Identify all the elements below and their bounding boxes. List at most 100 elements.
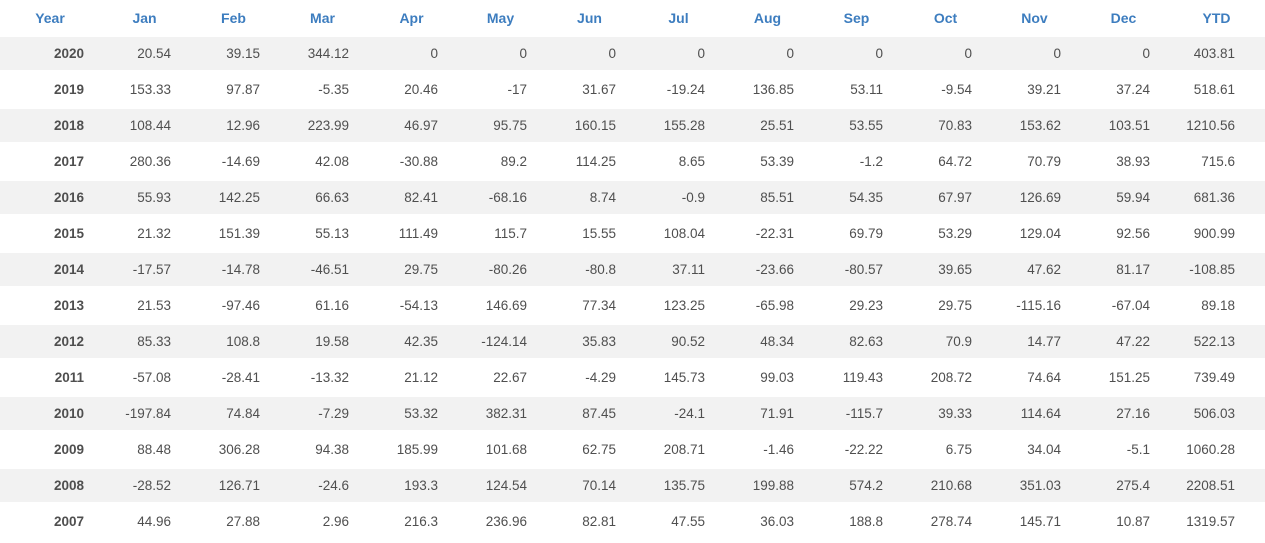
value-cell: -54.13 (367, 289, 456, 325)
table-row-2011: 2011 -57.08 -28.41 -13.32 21.12 22.67 -4.29 145… (0, 361, 1265, 397)
value-cell: 6.75 (901, 433, 990, 469)
value-cell: -28.52 (100, 469, 189, 505)
value-cell: 0 (456, 37, 545, 73)
table-row-2019: 2019 153.33 97.87 -5.35 20.46 -17 31.67 -19.24 1… (0, 73, 1265, 109)
ytd-cell: 506.03 (1168, 397, 1265, 433)
value-cell: 59.94 (1079, 181, 1168, 217)
column-header-may[interactable]: May (456, 0, 545, 37)
value-cell: -14.69 (189, 145, 278, 181)
column-header-jul[interactable]: Jul (634, 0, 723, 37)
value-cell: 111.49 (367, 217, 456, 253)
value-cell: 37.11 (634, 253, 723, 289)
value-cell: -19.24 (634, 73, 723, 109)
value-cell: 142.25 (189, 181, 278, 217)
ytd-cell: -108.85 (1168, 253, 1265, 289)
value-cell: -115.16 (990, 289, 1079, 325)
value-cell: -9.54 (901, 73, 990, 109)
column-header-year[interactable]: Year (0, 0, 100, 37)
value-cell: 89.2 (456, 145, 545, 181)
value-cell: 15.55 (545, 217, 634, 253)
value-cell: 64.72 (901, 145, 990, 181)
value-cell: 46.97 (367, 109, 456, 145)
value-cell: 210.68 (901, 469, 990, 505)
value-cell: 55.13 (278, 217, 367, 253)
value-cell: 115.7 (456, 217, 545, 253)
value-cell: 35.83 (545, 325, 634, 361)
value-cell: 39.33 (901, 397, 990, 433)
value-cell: 29.75 (367, 253, 456, 289)
value-cell: -124.14 (456, 325, 545, 361)
ytd-cell: 403.81 (1168, 37, 1265, 73)
value-cell: 145.71 (990, 505, 1079, 541)
value-cell: -14.78 (189, 253, 278, 289)
column-header-jan[interactable]: Jan (100, 0, 189, 37)
value-cell: -5.1 (1079, 433, 1168, 469)
column-header-ytd[interactable]: YTD (1168, 0, 1265, 37)
column-header-mar[interactable]: Mar (278, 0, 367, 37)
column-header-dec[interactable]: Dec (1079, 0, 1168, 37)
value-cell: 25.51 (723, 109, 812, 145)
value-cell: 0 (1079, 37, 1168, 73)
table-row-2014: 2014 -17.57 -14.78 -46.51 29.75 -80.26 -80.8 37… (0, 253, 1265, 289)
column-header-jun[interactable]: Jun (545, 0, 634, 37)
value-cell: 67.97 (901, 181, 990, 217)
column-header-nov[interactable]: Nov (990, 0, 1079, 37)
value-cell: 146.69 (456, 289, 545, 325)
value-cell: 53.55 (812, 109, 901, 145)
value-cell: -30.88 (367, 145, 456, 181)
column-header-aug[interactable]: Aug (723, 0, 812, 37)
value-cell: 31.67 (545, 73, 634, 109)
value-cell: -24.6 (278, 469, 367, 505)
value-cell: -67.04 (1079, 289, 1168, 325)
value-cell: 55.93 (100, 181, 189, 217)
value-cell: 101.68 (456, 433, 545, 469)
value-cell: 81.17 (1079, 253, 1168, 289)
value-cell: 208.72 (901, 361, 990, 397)
value-cell: -7.29 (278, 397, 367, 433)
year-cell: 2018 (0, 109, 100, 145)
value-cell: 82.81 (545, 505, 634, 541)
value-cell: 21.53 (100, 289, 189, 325)
value-cell: -22.31 (723, 217, 812, 253)
value-cell: 42.35 (367, 325, 456, 361)
column-header-oct[interactable]: Oct (901, 0, 990, 37)
value-cell: 20.54 (100, 37, 189, 73)
value-cell: 53.29 (901, 217, 990, 253)
value-cell: 53.32 (367, 397, 456, 433)
value-cell: 0 (545, 37, 634, 73)
value-cell: 2.96 (278, 505, 367, 541)
column-header-apr[interactable]: Apr (367, 0, 456, 37)
value-cell: 123.25 (634, 289, 723, 325)
value-cell: 69.79 (812, 217, 901, 253)
table-header: Year Jan Feb Mar Apr May Jun Jul Aug Sep Oct Nov Dec… (0, 0, 1265, 37)
value-cell: 14.77 (990, 325, 1079, 361)
value-cell: -80.57 (812, 253, 901, 289)
value-cell: 124.54 (456, 469, 545, 505)
column-header-feb[interactable]: Feb (189, 0, 278, 37)
value-cell: -97.46 (189, 289, 278, 325)
ytd-cell: 522.13 (1168, 325, 1265, 361)
value-cell: -1.46 (723, 433, 812, 469)
value-cell: 53.11 (812, 73, 901, 109)
value-cell: 21.12 (367, 361, 456, 397)
value-cell: 29.75 (901, 289, 990, 325)
value-cell: 61.16 (278, 289, 367, 325)
ytd-cell: 739.49 (1168, 361, 1265, 397)
value-cell: 82.41 (367, 181, 456, 217)
value-cell: 85.51 (723, 181, 812, 217)
table-row-2010: 2010 -197.84 74.84 -7.29 53.32 382.31 87.45 -24… (0, 397, 1265, 433)
value-cell: 153.62 (990, 109, 1079, 145)
value-cell: 27.16 (1079, 397, 1168, 433)
value-cell: 306.28 (189, 433, 278, 469)
value-cell: 71.91 (723, 397, 812, 433)
value-cell: 275.4 (1079, 469, 1168, 505)
value-cell: 10.87 (1079, 505, 1168, 541)
column-header-sep[interactable]: Sep (812, 0, 901, 37)
value-cell: 87.45 (545, 397, 634, 433)
value-cell: 223.99 (278, 109, 367, 145)
value-cell: 27.88 (189, 505, 278, 541)
value-cell: 8.65 (634, 145, 723, 181)
value-cell: -17.57 (100, 253, 189, 289)
value-cell: 135.75 (634, 469, 723, 505)
